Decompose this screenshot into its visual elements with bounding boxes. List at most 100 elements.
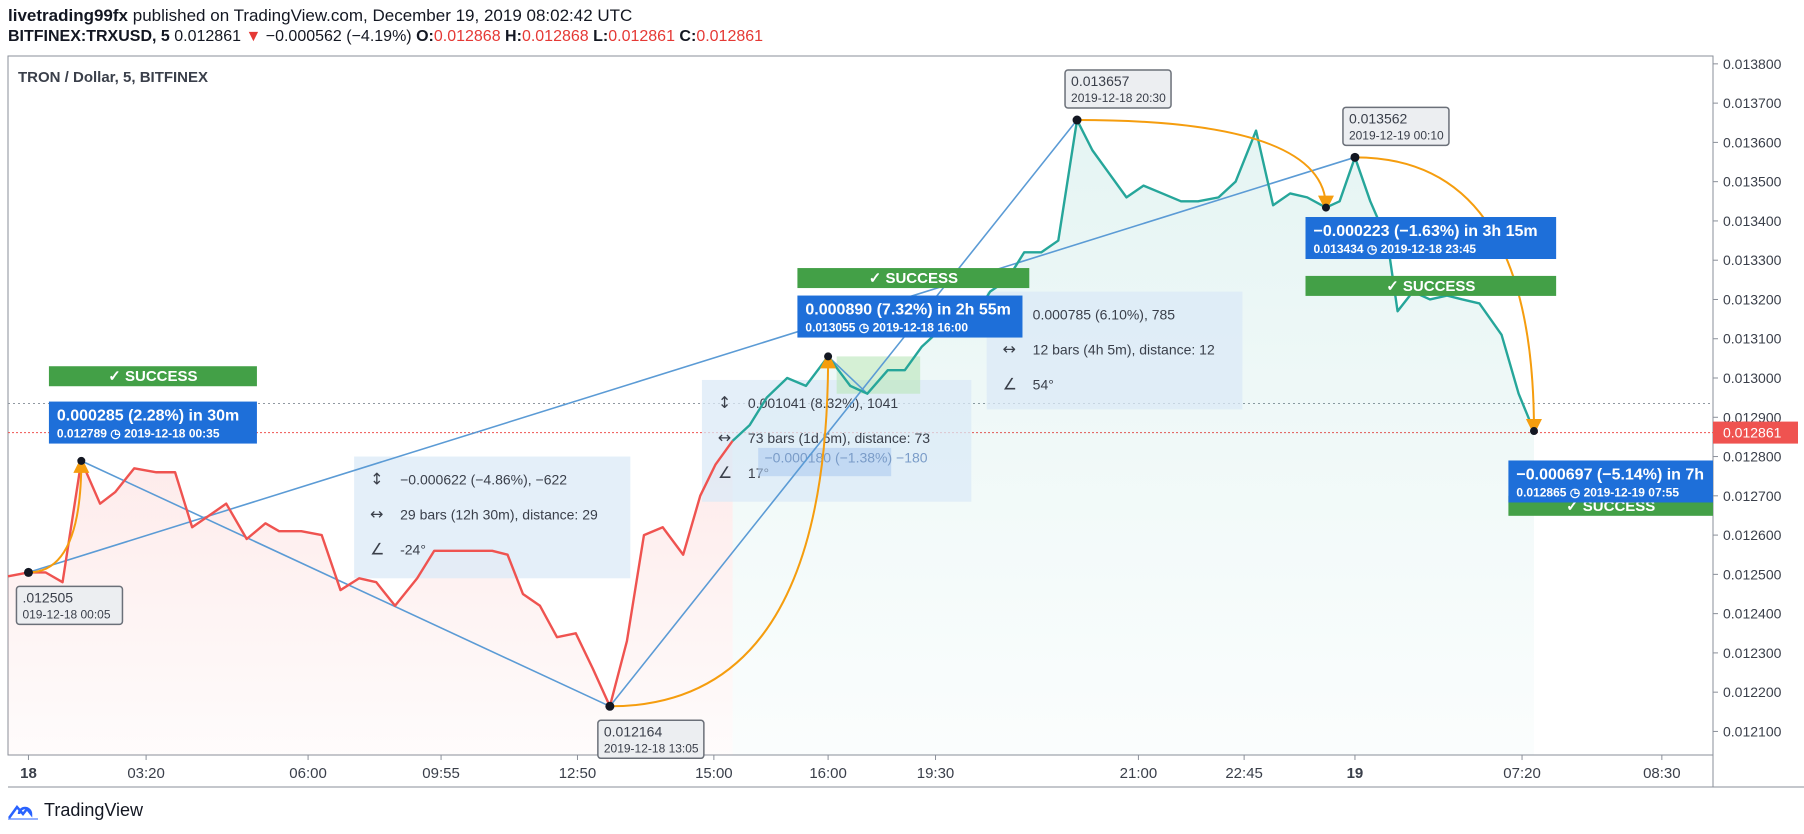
y-tick-label: 0.012700 (1723, 488, 1782, 504)
pivot-callout: 0.013657 2019-12-18 20:30 (1064, 69, 1172, 109)
footer-brand[interactable]: TradingView (8, 800, 143, 821)
pivot-point (824, 352, 833, 361)
x-tick-label: 19 (1347, 765, 1364, 782)
result-sub: 0.012789 ◷ 2019-12-18 00:35 (57, 427, 220, 441)
measure-result-label: 0.000285 (2.28%) in 30m 0.012789 ◷ 2019-1… (48, 401, 257, 444)
ghost-label: −0.000180 (−1.38%) −180 (764, 449, 927, 465)
open-value: 0.012868 (433, 28, 501, 45)
result-bg (48, 401, 257, 444)
info-box-line: 0.001041 (8.32%), 1041 (748, 395, 898, 411)
callout-price: 0.013657 (1071, 73, 1130, 89)
success-text: ✓ SUCCESS (108, 368, 197, 385)
info-box-line: 29 bars (12h 30m), distance: 29 (400, 507, 598, 523)
brand-name: TradingView (44, 800, 144, 820)
trend-line (80, 460, 611, 708)
low-value: 0.012861 (608, 28, 675, 45)
current-price-label: 0.012861 (1723, 425, 1782, 441)
y-tick-label: 0.013300 (1723, 252, 1782, 268)
angle-icon: ∠ (718, 463, 732, 482)
callout-time: 2019-12-19 00:10 (1349, 128, 1444, 142)
projection-box (836, 356, 921, 394)
callout-box (15, 585, 124, 626)
price-change: −0.000562 (−4.19%) (265, 28, 412, 45)
series-line (7, 440, 734, 708)
y-tick-label: 0.013800 (1723, 56, 1782, 72)
angle-icon: ∠ (1003, 375, 1017, 394)
author-name[interactable]: livetrading99fx (8, 6, 128, 25)
result-bg (1508, 460, 1713, 503)
x-tick-label: 12:50 (559, 765, 597, 782)
curved-arrow (1077, 119, 1334, 212)
series-line (731, 118, 1536, 442)
x-tick-label: 08:30 (1643, 765, 1681, 782)
success-label: ✓ SUCCESS (797, 268, 1030, 289)
close-value: 0.012861 (696, 28, 764, 45)
pivot-point (1350, 152, 1360, 162)
x-tick-label: 18 (20, 765, 37, 782)
result-main: 0.000890 (7.32%) in 2h 55m (805, 302, 1010, 319)
open-label: O: (416, 28, 434, 45)
curved-arrow (28, 456, 90, 574)
result-bg (797, 295, 1023, 338)
ohlc-line: BITFINEX:TRXUSD, 5 0.012861 ▼ −0.000562 … (8, 28, 763, 46)
x-tick-label: 22:45 (1225, 765, 1263, 782)
callout-price: .012505 (22, 589, 73, 605)
close-label: C: (679, 28, 697, 45)
low-label: L: (593, 28, 609, 45)
x-tick-label: 16:00 (809, 765, 847, 782)
info-box-bg (986, 291, 1243, 410)
width-icon: ↔ (370, 505, 383, 524)
publish-line: livetrading99fx published on TradingView… (8, 6, 632, 26)
high-label: H: (505, 28, 522, 45)
x-tick-label: 03:20 (127, 765, 165, 782)
callout-box (1064, 69, 1172, 109)
callout-time: 019-12-18 00:05 (22, 607, 110, 621)
y-tick-label: 0.013700 (1723, 95, 1782, 111)
callout-price: 0.013562 (1349, 110, 1408, 126)
result-sub: 0.012865 ◷ 2019-12-19 07:55 (1516, 485, 1679, 499)
callout-box (597, 719, 705, 760)
down-arrow-icon: ▼ (245, 28, 262, 45)
result-main: −0.000697 (−5.14%) in 7h (1516, 466, 1704, 483)
x-tick-label: 21:00 (1120, 765, 1158, 782)
y-tick-label: 0.012300 (1723, 645, 1782, 661)
y-tick-label: 0.013200 (1723, 291, 1782, 307)
measure-info-box: ↕0.000785 (6.10%), 785↔12 bars (4h 5m), … (986, 291, 1243, 410)
published-text: published on TradingView.com, December 1… (132, 6, 633, 25)
y-tick-label: 0.012500 (1723, 566, 1782, 582)
info-box-line: 0.000785 (6.10%), 785 (1033, 307, 1176, 323)
pivot-callout: 0.012164 2019-12-18 13:05 (597, 719, 705, 760)
info-box-bg (701, 379, 972, 502)
angle-icon: ∠ (370, 540, 384, 559)
y-tick-label: 0.013500 (1723, 174, 1782, 190)
width-icon: ↔ (1003, 340, 1016, 359)
result-main: −0.000223 (−1.63%) in 3h 15m (1314, 223, 1538, 240)
success-bg (797, 268, 1030, 289)
x-tick-label: 07:20 (1503, 765, 1541, 782)
y-tick-label: 0.012100 (1723, 723, 1782, 739)
success-bg (1305, 275, 1557, 296)
tradingview-logo-icon (8, 804, 38, 819)
pivot-callout: .012505 019-12-18 00:05 (15, 585, 124, 626)
symbol-label: BITFINEX:TRXUSD, 5 (8, 28, 170, 45)
result-bg (1305, 217, 1557, 260)
y-tick-label: 0.012200 (1723, 684, 1782, 700)
measure-result-label: −0.000223 (−1.63%) in 3h 15m 0.013434 ◷ 2… (1305, 217, 1557, 260)
measure-info-box: ↕ 0.001041 (8.32%), 1041 ↔ 73 bars (1d 5m),… (701, 379, 972, 502)
pivot-point (1529, 427, 1538, 436)
success-label: ✓ SUCCESS (1305, 275, 1557, 296)
pivot-point (605, 701, 615, 711)
result-sub: 0.013434 ◷ 2019-12-18 23:45 (1314, 242, 1477, 256)
pivot-callout: 0.013562 2019-12-19 00:10 (1342, 106, 1450, 147)
width-icon: ↔ (718, 428, 731, 447)
y-tick-label: 0.013400 (1723, 213, 1782, 229)
info-box-line: -24° (400, 542, 426, 558)
success-text: ✓ SUCCESS (1386, 278, 1475, 295)
y-tick-label: 0.012900 (1723, 409, 1782, 425)
pivot-point (23, 567, 33, 577)
info-box-bg (354, 456, 631, 579)
info-box-line: 54° (1033, 377, 1054, 393)
high-value: 0.012868 (521, 28, 589, 45)
info-box-line: 12 bars (4h 5m), distance: 12 (1033, 342, 1215, 358)
